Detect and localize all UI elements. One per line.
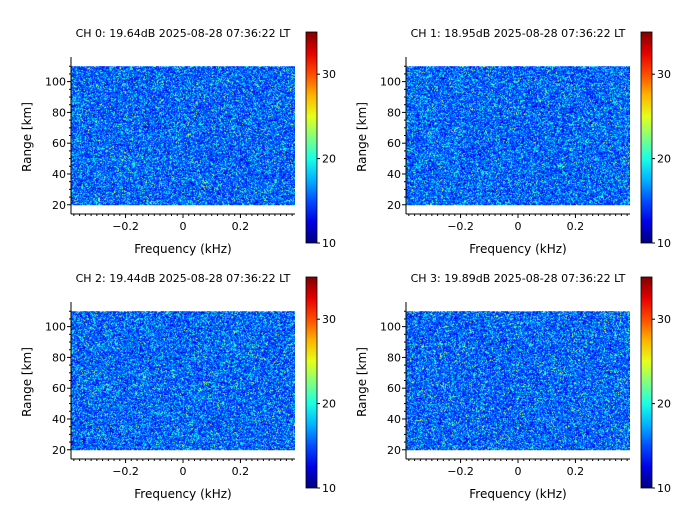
colorbar-frame — [640, 276, 653, 489]
heatmap-image — [406, 311, 630, 451]
colorbar-gradient — [641, 277, 652, 488]
panel-ch2: CH 2: 19.44dB 2025-08-28 07:36:22 LT 20 4… — [20, 272, 336, 501]
panel-ch1: CH 1: 18.95dB 2025-08-28 07:36:22 LT 20 4… — [355, 27, 671, 256]
y-axis-label: Range [km] — [20, 347, 34, 417]
colorbar-frame — [305, 31, 318, 244]
y-tick-label: 20 — [52, 444, 66, 457]
y-tick-label: 100 — [45, 321, 66, 334]
y-axis-label: Range [km] — [355, 102, 369, 172]
x-tick-label: 0 — [515, 465, 522, 478]
colorbar-frame — [640, 31, 653, 244]
y-axis-label: Range [km] — [355, 347, 369, 417]
x-axis-label: Frequency (kHz) — [469, 242, 566, 256]
colorbar-tick-label: 10 — [322, 237, 336, 250]
chart-title: CH 1: 18.95dB 2025-08-28 07:36:22 LT — [411, 27, 626, 40]
y-tick-label: 60 — [387, 382, 401, 395]
heatmap-image — [71, 311, 295, 451]
colorbar-tick-label: 20 — [322, 398, 336, 411]
x-tick-label: 0.2 — [567, 220, 585, 233]
x-tick-label: −0.2 — [447, 465, 474, 478]
y-tick-label: 80 — [387, 351, 401, 364]
colorbar-gradient — [306, 277, 317, 488]
y-tick-label: 40 — [387, 168, 401, 181]
colorbar: 10 20 30 — [305, 31, 336, 250]
y-tick-label: 100 — [380, 76, 401, 89]
heatmap-image — [71, 66, 295, 206]
y-tick-label: 100 — [45, 76, 66, 89]
heatmap-image — [406, 66, 630, 206]
plot-area: 20 40 60 80 100 −0.2 0 0.2 — [45, 302, 295, 478]
chart-title: CH 0: 19.64dB 2025-08-28 07:36:22 LT — [76, 27, 291, 40]
x-tick-label: −0.2 — [112, 465, 139, 478]
x-tick-label: 0.2 — [567, 465, 585, 478]
y-tick-label: 40 — [52, 168, 66, 181]
colorbar-tick-label: 10 — [322, 482, 336, 495]
x-axis-label: Frequency (kHz) — [469, 487, 566, 501]
colorbar: 10 20 30 — [305, 276, 336, 495]
x-tick-label: 0.2 — [232, 220, 250, 233]
x-tick-label: 0 — [180, 220, 187, 233]
x-tick-label: −0.2 — [112, 220, 139, 233]
chart-title: CH 2: 19.44dB 2025-08-28 07:36:22 LT — [76, 272, 291, 285]
x-tick-label: −0.2 — [447, 220, 474, 233]
x-axis-label: Frequency (kHz) — [134, 487, 231, 501]
colorbar-tick-label: 10 — [657, 482, 671, 495]
colorbar-frame — [305, 276, 318, 489]
y-tick-label: 60 — [52, 137, 66, 150]
y-tick-label: 60 — [52, 382, 66, 395]
x-axis-label: Frequency (kHz) — [134, 242, 231, 256]
y-tick-label: 20 — [52, 199, 66, 212]
colorbar-tick-label: 30 — [657, 313, 671, 326]
y-tick-label: 20 — [387, 444, 401, 457]
y-tick-label: 80 — [52, 351, 66, 364]
y-axis-label: Range [km] — [20, 102, 34, 172]
colorbar: 10 20 30 — [640, 31, 671, 250]
y-tick-label: 80 — [387, 106, 401, 119]
colorbar-tick-label: 20 — [322, 153, 336, 166]
colorbar-tick-label: 20 — [657, 153, 671, 166]
y-tick-label: 40 — [387, 413, 401, 426]
colorbar-gradient — [641, 32, 652, 243]
colorbar: 10 20 30 — [640, 276, 671, 495]
panel-ch0: CH 0: 19.64dB 2025-08-28 07:36:22 LT 20 4… — [20, 27, 336, 256]
y-tick-label: 80 — [52, 106, 66, 119]
colorbar-tick-label: 30 — [657, 68, 671, 81]
y-tick-label: 40 — [52, 413, 66, 426]
colorbar-tick-label: 20 — [657, 398, 671, 411]
plot-area: 20 40 60 80 100 −0.2 0 0.2 — [380, 57, 630, 233]
panel-ch3: CH 3: 19.89dB 2025-08-28 07:36:22 LT 20 4… — [355, 272, 671, 501]
y-tick-label: 100 — [380, 321, 401, 334]
plot-area: 20 40 60 80 100 −0.2 0 0.2 — [380, 302, 630, 478]
y-tick-label: 60 — [387, 137, 401, 150]
colorbar-tick-label: 30 — [322, 68, 336, 81]
chart-title: CH 3: 19.89dB 2025-08-28 07:36:22 LT — [411, 272, 626, 285]
plot-area: 20 40 60 80 100 −0.2 0 0.2 — [45, 57, 295, 233]
x-tick-label: 0.2 — [232, 465, 250, 478]
x-tick-label: 0 — [515, 220, 522, 233]
colorbar-tick-label: 30 — [322, 313, 336, 326]
y-tick-label: 20 — [387, 199, 401, 212]
colorbar-tick-label: 10 — [657, 237, 671, 250]
x-tick-label: 0 — [180, 465, 187, 478]
colorbar-gradient — [306, 32, 317, 243]
